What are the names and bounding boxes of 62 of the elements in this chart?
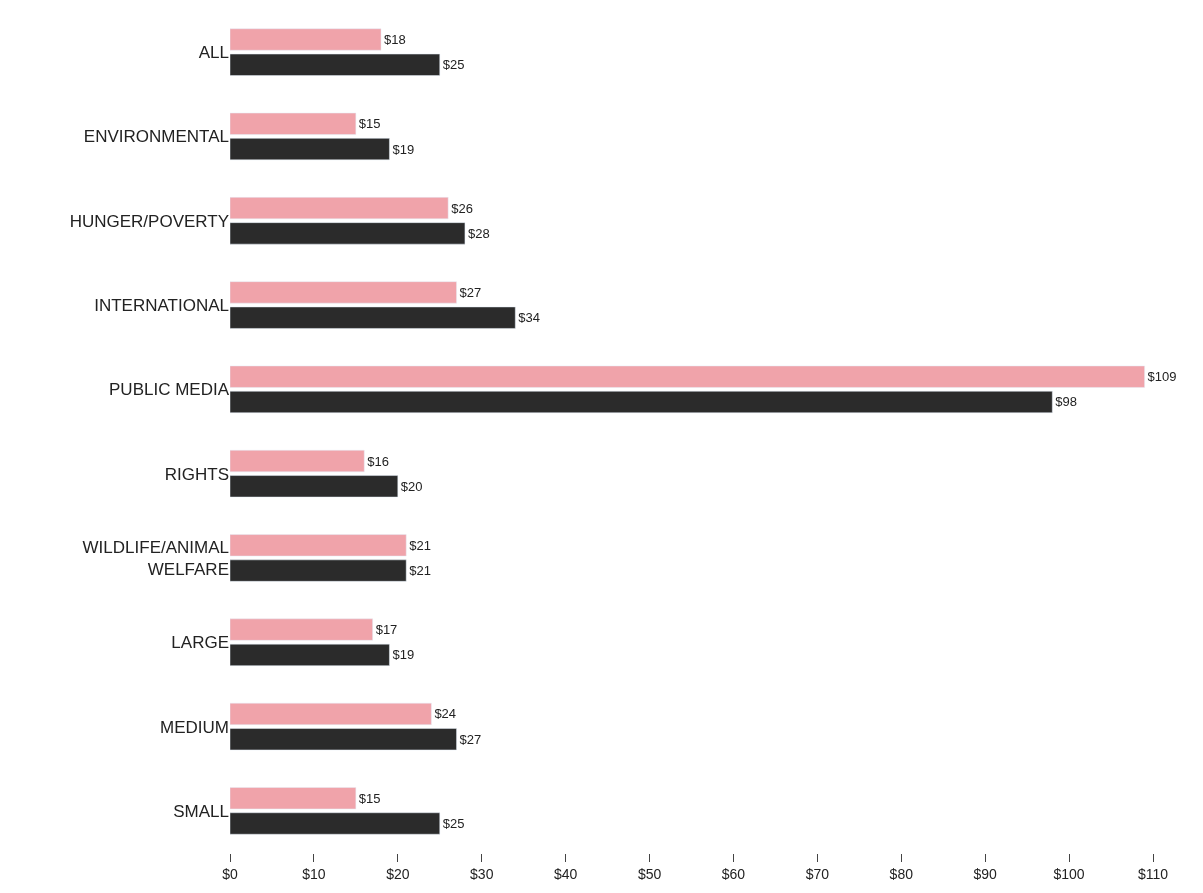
y-tick-label: ALL [198,43,229,63]
data-label: $34 [518,310,540,326]
x-tick-label: $30 [470,865,494,882]
bar [230,222,466,245]
bar [230,391,1053,413]
bar [230,306,516,329]
bar [230,643,390,666]
bar [230,53,441,76]
data-label: $17 [375,622,398,638]
data-label: $18 [384,32,406,48]
bar [230,702,432,725]
bar [230,787,357,810]
bar [230,281,457,304]
bar [230,28,382,51]
bar [230,138,390,161]
y-tick-label: PUBLIC MEDIA [109,380,230,400]
data-label: $19 [392,647,415,663]
data-label: $24 [434,706,457,722]
y-tick-label: MEDIUM [160,717,229,737]
y-tick-label: INTERNATIONAL [94,296,229,315]
x-tick-label: $70 [805,865,830,882]
x-tick-label: $50 [637,865,662,882]
y-tick-label: SMALL [173,801,229,821]
x-tick-label: $0 [222,865,238,882]
data-label: $25 [442,57,465,73]
data-label: $28 [467,225,490,241]
x-tick-label: $80 [889,865,914,882]
y-tick-label: LARGE [171,633,229,653]
bar [230,728,457,751]
x-tick-label: $40 [553,865,578,882]
data-label: $21 [409,537,431,553]
bar [230,197,449,220]
data-label: $109 [1147,369,1177,385]
x-tick-label: $10 [302,865,326,882]
bar [230,559,407,582]
data-label: $15 [358,790,381,806]
y-tick-label: RIGHTS [164,464,229,484]
bar [230,475,399,498]
data-label: $20 [400,478,423,494]
bar [230,534,407,557]
bar [230,450,365,472]
data-label: $21 [409,563,431,579]
data-label: $16 [367,453,389,469]
data-label: $15 [358,116,381,132]
x-tick-label: $90 [973,865,998,882]
x-tick-label: $20 [386,865,410,882]
data-label: $98 [1055,394,1078,410]
bar [230,812,441,835]
y-tick-label: HUNGER/POVERTY [69,211,229,231]
x-tick-label: $110 [1137,865,1169,882]
x-tick-label: $60 [721,865,746,882]
data-label: $25 [442,815,465,831]
y-tick-label: ENVIRONMENTAL [83,127,229,147]
bar [230,112,357,135]
data-label: $26 [451,200,473,216]
bar [230,618,373,641]
data-label: $27 [459,731,482,747]
data-label: $19 [392,141,415,157]
data-label: $27 [459,284,482,300]
bar [230,365,1145,388]
x-tick-label: $100 [1053,865,1085,882]
y-tick-label: WILDLIFE/ANIMAL WELFARE [82,537,229,579]
